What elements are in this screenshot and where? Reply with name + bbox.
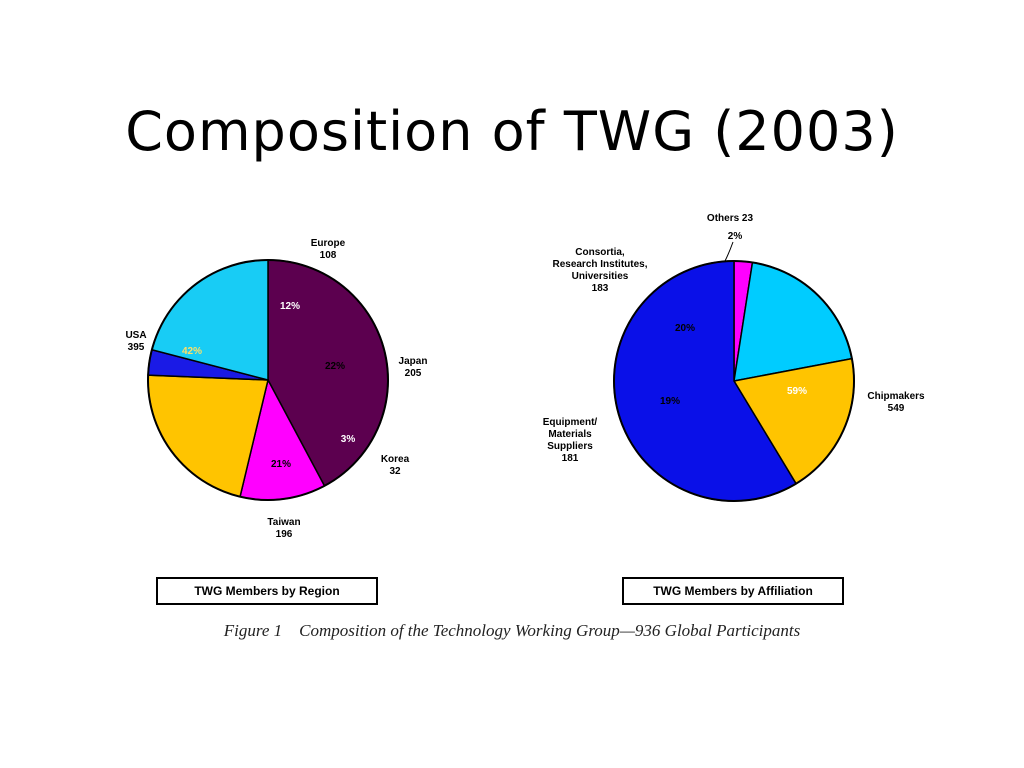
- region-chart-title: TWG Members by Region: [156, 577, 378, 605]
- category-label-europe: Europe 108: [311, 238, 346, 261]
- slide-title: Composition of TWG (2003): [125, 100, 899, 163]
- affiliation-pie-chart: 2% Others 23 20% Consortia, Research Institu…: [543, 213, 925, 502]
- category-label-usa: USA 395: [125, 330, 146, 353]
- pct-label-korea: 3%: [341, 434, 356, 445]
- pie-outline: [147, 259, 389, 501]
- category-label-others: Others 23: [707, 213, 754, 224]
- pie-outline: [613, 260, 855, 502]
- category-label-korea: Korea 32: [381, 454, 410, 477]
- figure-caption: Figure 1 Composition of the Technology W…: [223, 621, 801, 640]
- pct-label-others: 2%: [728, 231, 743, 242]
- leader-line-others: [724, 241, 734, 262]
- category-label-chipmakers: Chipmakers 549: [867, 391, 925, 414]
- pct-label-usa: 42%: [182, 346, 202, 357]
- pct-label-chipmakers: 59%: [787, 386, 807, 397]
- pct-label-europe: 12%: [280, 301, 300, 312]
- affiliation-chart-title: TWG Members by Affiliation: [622, 577, 844, 605]
- category-label-japan: Japan 205: [399, 356, 428, 379]
- category-label-taiwan: Taiwan 196: [267, 517, 300, 540]
- pct-label-japan: 22%: [325, 361, 345, 372]
- pct-label-consortia: 20%: [675, 323, 695, 334]
- pct-label-equipment: 19%: [660, 396, 680, 407]
- category-label-equipment: Equipment/Materials Suppliers 181: [543, 417, 598, 464]
- region-pie-chart: 42% USA 395 12% Europe 108 22% Japan 205 3% Korea 3…: [125, 238, 428, 540]
- category-label-consortia: Consortia, Research Institutes, Universiti…: [552, 247, 647, 294]
- pct-label-taiwan: 21%: [271, 459, 291, 470]
